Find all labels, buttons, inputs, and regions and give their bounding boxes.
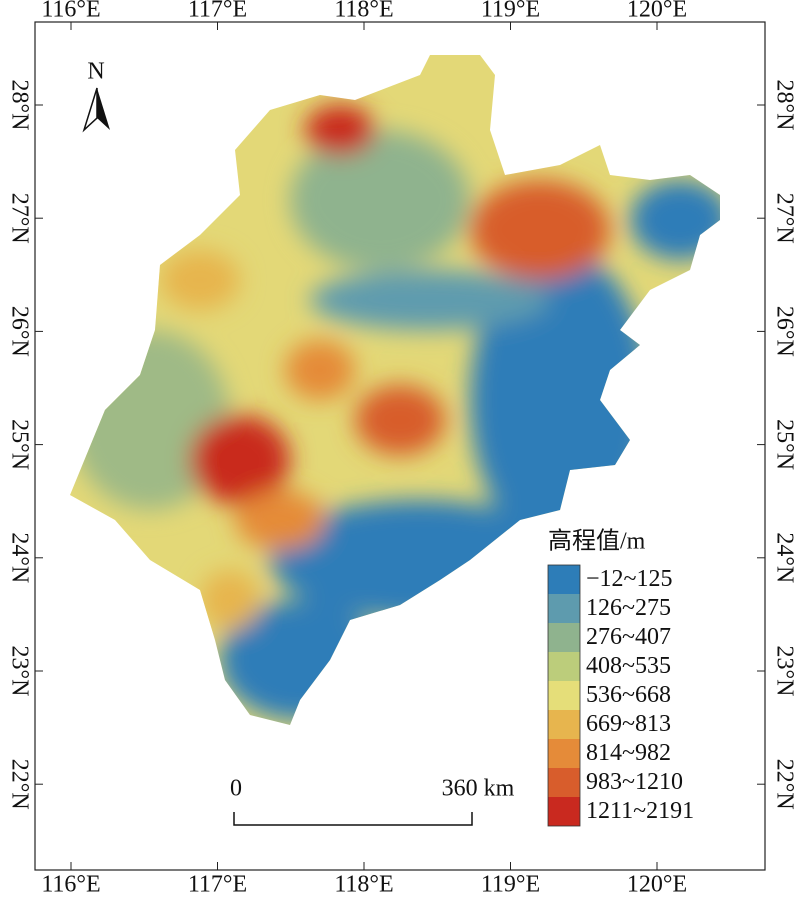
legend-swatch: [548, 739, 580, 768]
legend-label: 126~275: [586, 595, 671, 621]
lon-label-top: 119°E: [481, 0, 540, 23]
lat-label-left: 24°N: [6, 532, 32, 583]
lon-label-top: 116°E: [41, 0, 100, 23]
legend-label: −12~125: [586, 566, 673, 592]
legend-label: 669~813: [586, 711, 671, 737]
legend-label: 276~407: [586, 624, 671, 650]
lat-label-left: 23°N: [6, 646, 32, 697]
lon-label-bottom: 116°E: [41, 872, 100, 898]
lat-label-right: 24°N: [771, 532, 797, 583]
lon-label-bottom: 117°E: [188, 872, 247, 898]
lat-label-left: 25°N: [6, 419, 32, 470]
lat-label-right: 27°N: [771, 193, 797, 244]
legend-swatch: [548, 797, 580, 826]
legend-swatch: [548, 623, 580, 652]
lon-label-top: 120°E: [627, 0, 687, 23]
lat-label-left: 27°N: [6, 193, 32, 244]
scale-end: 360 km: [442, 776, 515, 802]
lat-label-right: 26°N: [771, 306, 797, 357]
lon-label-bottom: 119°E: [481, 872, 540, 898]
north-arrow: N: [82, 59, 110, 133]
legend-title: 高程值/m: [548, 528, 646, 555]
legend-swatch: [548, 594, 580, 623]
scale-start: 0: [230, 776, 242, 802]
lon-label-bottom: 120°E: [627, 872, 687, 898]
lon-label-top: 117°E: [188, 0, 247, 23]
lat-label-right: 28°N: [771, 80, 797, 131]
lon-label-bottom: 118°E: [334, 872, 393, 898]
legend-label: 814~982: [586, 740, 671, 766]
north-label: N: [87, 59, 104, 85]
legend-swatch: [548, 710, 580, 739]
lat-label-right: 22°N: [771, 759, 797, 810]
legend-label: 983~1210: [586, 769, 683, 795]
lat-label-right: 25°N: [771, 419, 797, 470]
legend-swatch: [548, 681, 580, 710]
legend-label: 536~668: [586, 682, 671, 708]
lat-label-left: 26°N: [6, 306, 32, 357]
lat-label-left: 22°N: [6, 759, 32, 810]
legend-frame: [547, 564, 581, 827]
legend-swatch: [548, 768, 580, 797]
legend-label: 408~535: [586, 653, 671, 679]
legend-label: 1211~2191: [586, 798, 694, 824]
scale-bar: 0 360 km: [230, 776, 515, 826]
lon-label-top: 118°E: [334, 0, 393, 23]
legend-swatch: [548, 652, 580, 681]
lat-label-left: 28°N: [6, 80, 32, 131]
legend-swatch: [548, 565, 580, 594]
lat-label-right: 23°N: [771, 646, 797, 697]
